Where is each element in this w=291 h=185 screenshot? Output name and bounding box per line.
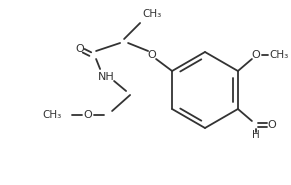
Text: CH₃: CH₃ (269, 50, 289, 60)
Text: O: O (267, 120, 276, 130)
Text: CH₃: CH₃ (43, 110, 62, 120)
Text: NH: NH (98, 72, 114, 82)
Text: H: H (252, 130, 260, 140)
Text: O: O (76, 44, 84, 54)
Text: O: O (251, 50, 260, 60)
Text: O: O (148, 50, 157, 60)
Text: O: O (84, 110, 93, 120)
Text: CH₃: CH₃ (143, 9, 162, 19)
